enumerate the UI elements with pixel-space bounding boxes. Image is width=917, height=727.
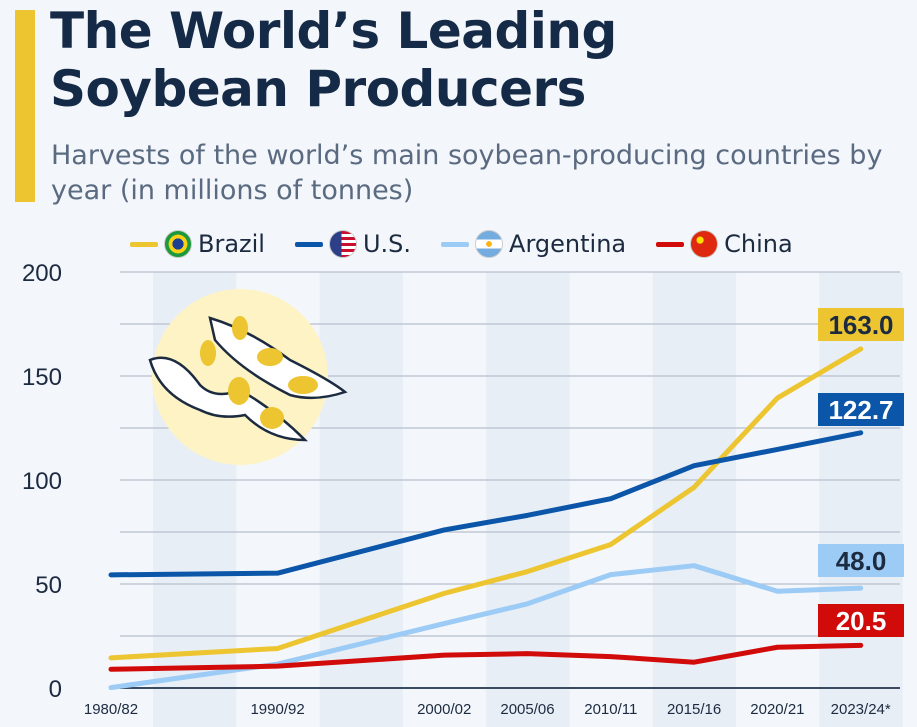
- legend-swatch: [441, 241, 470, 247]
- soybean-seed: [260, 407, 284, 429]
- argentina-flag-icon: [475, 230, 504, 258]
- y-tick-label: 50: [35, 572, 62, 599]
- end-label: 163.0: [828, 310, 893, 340]
- x-tick-label: 2023/24*: [831, 701, 891, 718]
- china-flag-icon: [690, 230, 719, 258]
- brazil-flag-icon: [164, 230, 192, 258]
- legend-label: U.S.: [362, 230, 412, 258]
- title-line-1: The World’s Leading: [50, 2, 617, 60]
- soybean-seed: [200, 340, 216, 366]
- y-tick-label: 200: [22, 260, 62, 287]
- series-line-argentina: [108, 563, 864, 691]
- series-line-us: [108, 430, 864, 578]
- end-label: 20.5: [836, 606, 887, 636]
- legend-label: Brazil: [198, 230, 265, 258]
- title-accent-bar: [15, 10, 35, 202]
- legend-swatch: [294, 241, 323, 247]
- y-tick-label: 150: [22, 364, 62, 391]
- end-label-box: [818, 544, 904, 577]
- soybean-illustration: [148, 289, 348, 465]
- soybean-seed: [232, 316, 248, 340]
- legend-item-brazil: Brazil: [130, 230, 265, 258]
- end-label-box: [818, 308, 904, 341]
- series-line-china: [108, 642, 864, 672]
- title-line-2: Soybean Producers: [50, 60, 586, 118]
- subtitle: Harvests of the world’s main soybean-pro…: [51, 140, 883, 206]
- x-tick-label: 2015/16: [667, 701, 721, 718]
- end-label: 122.7: [828, 395, 893, 425]
- y-tick-label: 100: [22, 468, 62, 495]
- end-label: 48.0: [836, 546, 887, 576]
- x-tick-label: 1990/92: [250, 701, 304, 718]
- x-tick-label: 2000/02: [417, 701, 471, 718]
- legend-item-us: U.S.: [294, 230, 412, 258]
- us-flag-icon: [328, 230, 357, 258]
- x-tick-label: 1980/82: [84, 701, 138, 718]
- soybean-seed: [228, 377, 250, 405]
- end-label-box: [818, 604, 904, 637]
- y-tick-label: 0: [49, 676, 62, 703]
- x-tick-label: 2005/06: [500, 701, 554, 718]
- legend-swatch: [130, 241, 158, 247]
- legend-label: China: [724, 230, 793, 258]
- page-title: The World’s Leading Soybean Producers: [50, 2, 617, 118]
- legend-swatch: [656, 241, 685, 247]
- legend-item-argentina: Argentina: [441, 230, 626, 258]
- legend-item-china: China: [656, 230, 793, 258]
- end-label-box: [818, 393, 904, 426]
- background-band: [652, 272, 737, 727]
- soybean-seed: [288, 376, 318, 394]
- soybean-seed: [257, 348, 283, 366]
- legend-label: Argentina: [509, 230, 627, 258]
- x-tick-label: 2010/11: [584, 701, 637, 718]
- background-band: [486, 272, 570, 727]
- x-tick-label: 2020/21: [750, 701, 804, 718]
- series-line-brazil: [108, 346, 864, 661]
- legend: Brazil U.S. Argentina China: [130, 230, 793, 258]
